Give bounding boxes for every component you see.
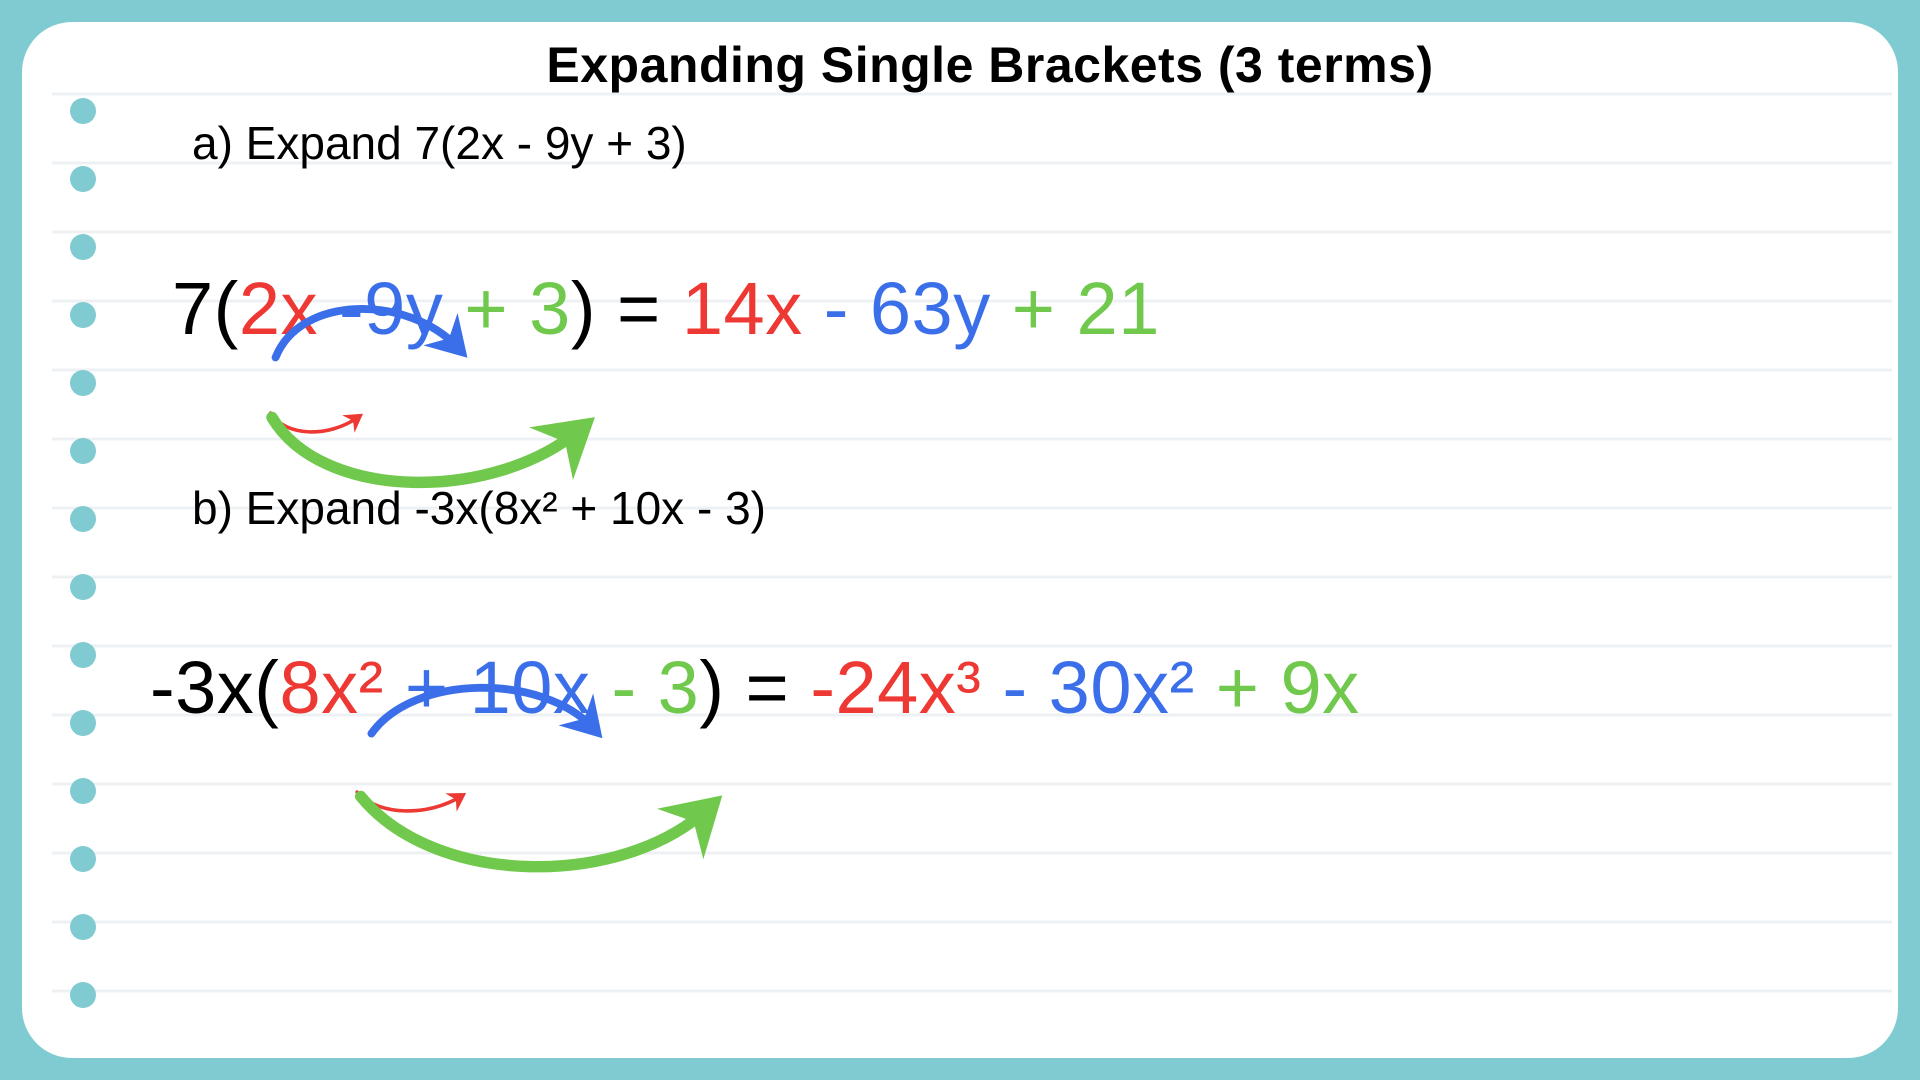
spiral-dot — [70, 166, 96, 192]
eq-segment: -3x( — [150, 646, 279, 729]
eq-segment: 14x — [682, 267, 824, 350]
spiral-dot — [70, 234, 96, 260]
problem-b-prompt: b) Expand -3x(8x² + 10x - 3) — [192, 481, 1838, 535]
outer-frame: Expanding Single Brackets (3 terms) a) E… — [0, 0, 1920, 1080]
problem-b-equation: -3x(8x² + 10x - 3) = -24x³ - 30x² + 9x — [150, 645, 1838, 730]
spiral-dot — [70, 574, 96, 600]
spiral-dot — [70, 778, 96, 804]
spiral-dot — [70, 982, 96, 1008]
content-area: Expanding Single Brackets (3 terms) a) E… — [142, 36, 1838, 1058]
problem-a-equation: 7(2x -9y + 3) = 14x - 63y + 21 — [172, 266, 1838, 351]
notebook-card: Expanding Single Brackets (3 terms) a) E… — [22, 22, 1898, 1058]
eq-segment: -9y — [339, 267, 464, 350]
eq-segment: + 3 — [464, 267, 570, 350]
eq-segment: -24x³ — [810, 646, 1002, 729]
eq-segment: 8x² — [279, 646, 404, 729]
spiral-dot — [70, 710, 96, 736]
eq-segment: + 9x — [1216, 646, 1360, 729]
eq-segment: ) = — [571, 267, 682, 350]
page-title: Expanding Single Brackets (3 terms) — [262, 36, 1718, 94]
spiral-dot — [70, 438, 96, 464]
problem-a-prompt: a) Expand 7(2x - 9y + 3) — [192, 116, 1838, 170]
eq-segment: - 3 — [611, 646, 699, 729]
red-arrow — [271, 413, 358, 432]
eq-segment: 7( — [172, 267, 239, 350]
spiral-dot — [70, 846, 96, 872]
eq-segment: + 10x — [405, 646, 612, 729]
eq-segment: - 63y — [824, 267, 1012, 350]
red-arrow — [357, 792, 461, 811]
spiral-dot — [70, 98, 96, 124]
spiral-dot — [70, 302, 96, 328]
spiral-dot — [70, 914, 96, 940]
spiral-dot — [70, 506, 96, 532]
spiral-dot — [70, 642, 96, 668]
spiral-dot — [70, 370, 96, 396]
eq-segment: - 30x² — [1002, 646, 1215, 729]
green-arrow — [272, 417, 579, 482]
green-arrow — [361, 796, 707, 866]
eq-segment: + 21 — [1012, 267, 1160, 350]
eq-segment: 2x — [239, 267, 339, 350]
eq-segment: ) = — [699, 646, 810, 729]
spiral-dots — [70, 98, 96, 1008]
